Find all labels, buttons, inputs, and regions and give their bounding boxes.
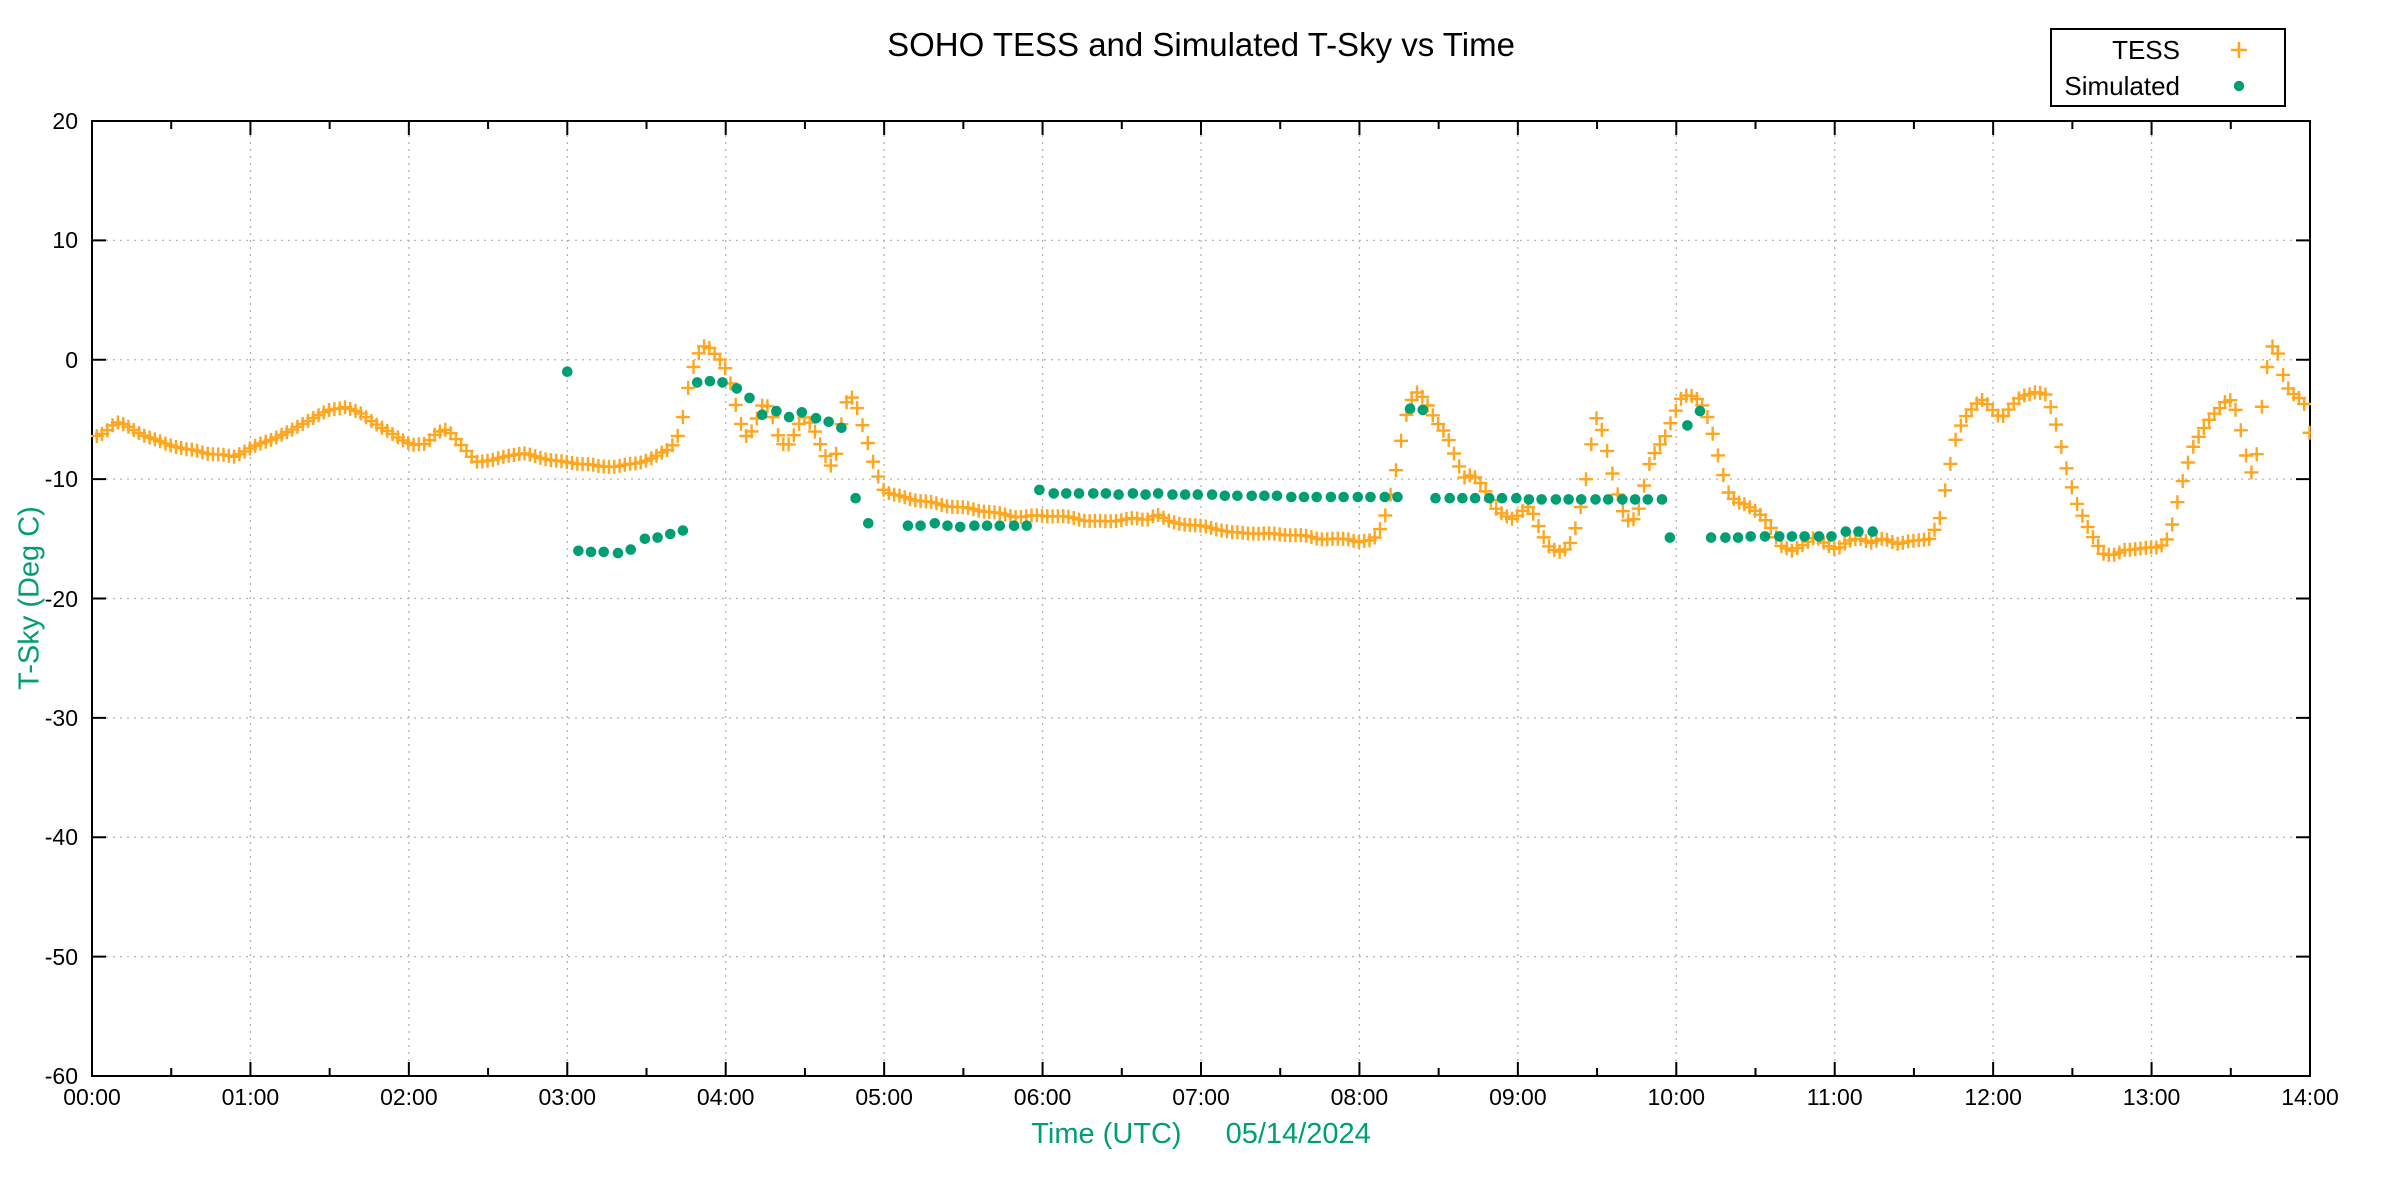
x-tick-label: 09:00 <box>1489 1084 1547 1110</box>
x-tick-label: 05:00 <box>855 1084 913 1110</box>
x-tick-label: 07:00 <box>1172 1084 1230 1110</box>
y-tick-label: -60 <box>44 1063 78 1089</box>
x-tick-label: 04:00 <box>696 1084 755 1110</box>
x-tick-label: 01:00 <box>221 1084 280 1110</box>
x-tick-label: 08:00 <box>1330 1084 1389 1110</box>
x-axis-label: Time (UTC) 05/14/2024 <box>92 1118 2310 1151</box>
legend: TESS Simulated <box>2050 28 2286 107</box>
y-tick-label: -20 <box>44 585 78 612</box>
y-tick-label: 10 <box>52 227 78 254</box>
dot-marker-icon <box>2180 73 2284 99</box>
y-tick-label: -40 <box>44 824 78 851</box>
x-tick-label: 02:00 <box>380 1084 438 1110</box>
y-tick-label: -50 <box>44 943 78 970</box>
legend-item-simulated: Simulated <box>2052 68 2284 104</box>
x-tick-label: 00:00 <box>63 1084 121 1110</box>
chart-title: SOHO TESS and Simulated T-Sky vs Time <box>887 26 1515 63</box>
x-tick-label: 13:00 <box>2122 1084 2181 1110</box>
plus-marker-icon <box>2180 37 2284 63</box>
y-tick-label: 20 <box>52 108 78 134</box>
legend-item-tess: TESS <box>2052 32 2284 68</box>
x-tick-label: 03:00 <box>538 1084 597 1110</box>
legend-label-tess: TESS <box>2112 34 2180 65</box>
legend-label-simulated: Simulated <box>2064 70 2180 101</box>
x-axis-label-text: Time (UTC) <box>1031 1118 1182 1150</box>
y-tick-label: 0 <box>65 346 78 373</box>
x-tick-label: 10:00 <box>1647 1084 1706 1110</box>
x-tick-label: 12:00 <box>1964 1084 2022 1110</box>
x-tick-label: 11:00 <box>1806 1084 1863 1110</box>
x-tick-label: 14:00 <box>2281 1084 2339 1110</box>
y-tick-label: -30 <box>44 704 78 731</box>
x-axis-date: 05/14/2024 <box>1225 1118 1371 1150</box>
y-tick-label: -10 <box>44 466 78 493</box>
x-tick-label: 06:00 <box>1013 1084 1072 1110</box>
